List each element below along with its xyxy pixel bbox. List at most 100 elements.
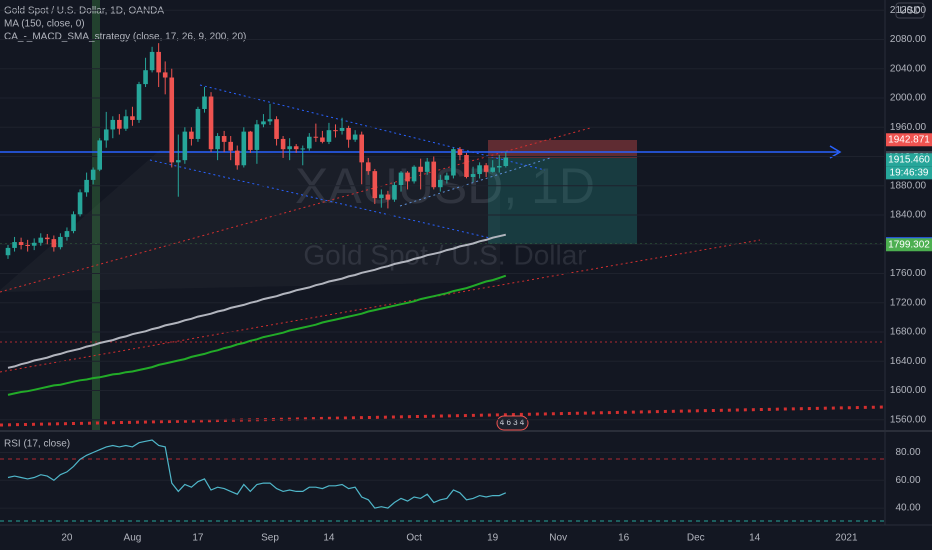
- trend-line: [0, 127, 591, 293]
- candle-body: [503, 157, 509, 167]
- candle-body: [457, 149, 463, 156]
- price-tag: [886, 238, 932, 252]
- candle-body: [130, 116, 135, 120]
- rsi-line: [7, 439, 507, 509]
- candle-body: [326, 130, 332, 142]
- candle-body: [451, 149, 456, 176]
- x-tick-label: 14: [749, 533, 761, 544]
- candle-body: [110, 119, 116, 130]
- candle-body: [438, 179, 443, 188]
- candle-body: [221, 136, 227, 142]
- candle-body: [234, 150, 240, 166]
- ma-line: [7, 233, 507, 369]
- candle-body: [333, 130, 338, 132]
- channel-line: [149, 159, 491, 239]
- x-tick-label: Dec: [687, 533, 705, 544]
- y-tick-label: 1600.00: [890, 385, 927, 396]
- candle-body: [189, 131, 194, 139]
- y-tick-label: 1560.00: [890, 414, 927, 425]
- candle-body: [84, 179, 89, 193]
- y-tick-label: 1640.00: [890, 356, 927, 367]
- y-tick-label: 80.00: [895, 447, 920, 458]
- candle-body: [64, 231, 70, 237]
- y-tick-label: 40.00: [895, 503, 920, 514]
- candle-body: [293, 146, 299, 150]
- candle-body: [392, 185, 397, 200]
- candle-body: [169, 77, 175, 163]
- x-tick-label: 16: [618, 533, 630, 544]
- y-tick-label: 60.00: [895, 475, 920, 486]
- candle-body: [45, 237, 50, 240]
- candle-body: [307, 136, 312, 149]
- candle-body: [90, 169, 96, 180]
- candle-body: [195, 108, 201, 139]
- price-tag: [886, 133, 932, 147]
- candle-body: [359, 134, 364, 163]
- y-tick-label: 1880.00: [890, 180, 927, 191]
- candle-body: [424, 161, 430, 172]
- candle-body: [267, 119, 273, 122]
- currency[interactable]: USD: [899, 6, 920, 17]
- y-tick-label: 1760.00: [890, 268, 927, 279]
- legend-entry: MA (150, close, 0): [4, 19, 85, 30]
- y-tick-label: 2000.00: [890, 93, 927, 104]
- badge-text[interactable]: 4 6 3 4: [500, 418, 525, 427]
- candle-body: [280, 138, 286, 150]
- candle-body: [431, 161, 437, 188]
- channel-line: [199, 84, 546, 171]
- candle-body: [241, 131, 247, 166]
- candle-body: [346, 127, 351, 140]
- channel-line: [399, 157, 551, 207]
- x-tick-label: 2021: [835, 533, 858, 544]
- candle-body: [18, 242, 24, 245]
- candle-body: [5, 247, 11, 256]
- candle-body: [248, 131, 253, 150]
- candle-body: [254, 124, 260, 150]
- candle-body: [202, 96, 207, 109]
- candle-body: [300, 148, 306, 150]
- candle-body: [379, 194, 384, 199]
- price-tag: [886, 153, 932, 167]
- trend-line: [0, 405, 886, 427]
- target-zone: [488, 158, 637, 244]
- candle-body: [58, 236, 63, 248]
- candle-body: [208, 96, 214, 150]
- candle-body: [143, 70, 148, 85]
- candle-body: [444, 175, 450, 180]
- x-tick-label: Sep: [261, 533, 279, 544]
- candle-body: [228, 141, 233, 151]
- candle-body: [182, 131, 188, 161]
- candle-body: [97, 140, 102, 170]
- y-tick-label: 2080.00: [890, 34, 927, 45]
- currency-box[interactable]: [895, 2, 925, 19]
- candle-body: [31, 242, 37, 246]
- y-tick-label: 2040.00: [890, 63, 927, 74]
- countdown-tag: [886, 166, 932, 180]
- candle-body: [287, 146, 292, 150]
- candle-body: [274, 119, 279, 139]
- candle-body: [51, 239, 57, 248]
- x-tick-label: 17: [192, 533, 204, 544]
- candle-body: [470, 174, 476, 177]
- candle-body: [261, 121, 266, 125]
- candle-body: [25, 244, 30, 246]
- chart-title: Gold Spot / U.S. Dollar, 1D, OANDA: [4, 6, 164, 17]
- x-tick-label: Nov: [549, 533, 567, 544]
- candle-body: [464, 155, 469, 177]
- ma-line: [7, 274, 507, 396]
- y-tick-label: 1840.00: [890, 210, 927, 221]
- candle-body: [123, 116, 129, 129]
- candle-body: [103, 129, 109, 141]
- x-tick-label: 14: [323, 533, 335, 544]
- candle-body: [117, 119, 122, 129]
- x-tick-label: Aug: [124, 533, 142, 544]
- candle-body: [149, 51, 155, 71]
- candle-body: [352, 134, 358, 140]
- x-tick-label: 19: [487, 533, 499, 544]
- stop-zone: [488, 140, 637, 158]
- x-tick-label: Oct: [406, 533, 422, 544]
- candle-body: [136, 84, 142, 120]
- candle-body: [215, 136, 220, 150]
